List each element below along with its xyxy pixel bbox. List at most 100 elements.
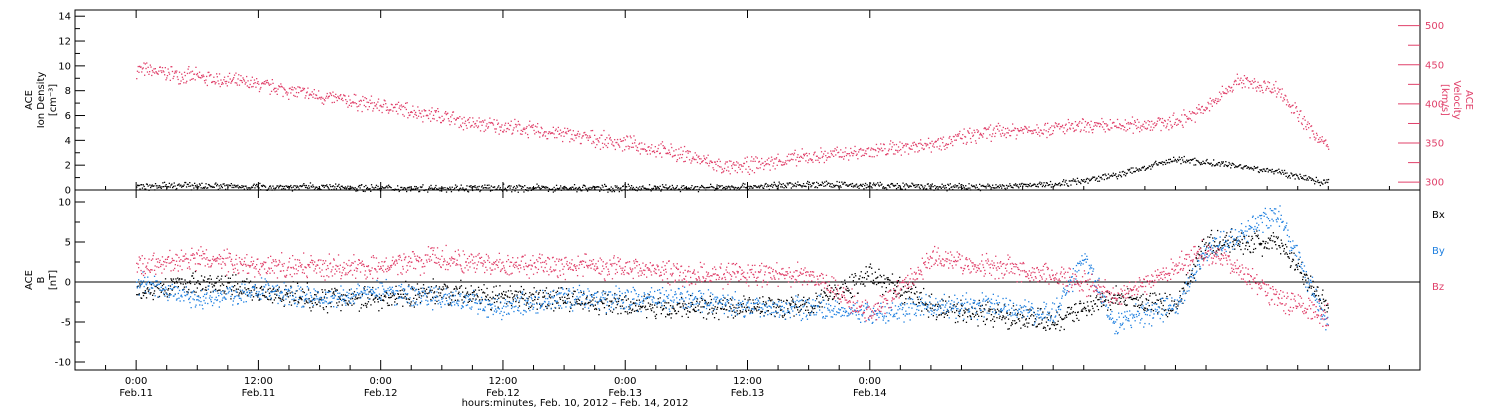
density-point <box>308 185 310 187</box>
velocity-point <box>1320 141 1322 143</box>
bx-point <box>727 302 730 304</box>
bx-point <box>672 305 674 307</box>
bx-point <box>518 301 520 304</box>
density-point <box>914 186 916 188</box>
bx-point <box>413 306 415 308</box>
bx-point <box>695 310 697 312</box>
velocity-point <box>813 152 815 154</box>
velocity-point <box>285 91 288 93</box>
velocity-point <box>1081 122 1083 124</box>
bx-point <box>1224 236 1226 238</box>
velocity-point <box>518 123 520 125</box>
density-point <box>508 185 510 187</box>
bx-point <box>1085 310 1087 312</box>
velocity-point <box>649 149 651 152</box>
velocity-point <box>1171 127 1173 129</box>
bx-point <box>295 299 297 301</box>
velocity-point <box>221 81 223 84</box>
bx-point <box>962 320 964 322</box>
bx-point <box>649 305 651 307</box>
bx-point <box>700 306 702 308</box>
velocity-point <box>640 148 642 150</box>
velocity-point <box>703 157 706 159</box>
density-point <box>153 185 155 187</box>
density-point <box>366 188 368 190</box>
bx-point <box>565 288 568 290</box>
bx-point <box>175 280 178 282</box>
velocity-point <box>977 130 980 132</box>
velocity-point <box>981 134 983 137</box>
density-point <box>1049 184 1051 186</box>
velocity-point <box>314 97 316 99</box>
velocity-point <box>977 131 979 133</box>
density-point <box>1132 167 1134 169</box>
bx-point <box>489 296 491 299</box>
bx-point <box>439 294 441 297</box>
density-point <box>546 187 548 189</box>
velocity-point <box>731 165 733 167</box>
velocity-point <box>579 133 581 135</box>
velocity-point <box>473 126 475 128</box>
bx-point <box>969 315 971 317</box>
density-point <box>194 185 197 187</box>
bx-point <box>712 313 714 315</box>
velocity-point <box>631 146 633 148</box>
bx-point <box>1214 241 1216 243</box>
density-point <box>476 188 478 190</box>
velocity-point <box>268 84 271 86</box>
velocity-point <box>317 98 319 100</box>
density-point <box>1032 184 1034 186</box>
bx-point <box>1022 324 1024 326</box>
bx-point <box>643 300 645 302</box>
velocity-point <box>319 96 321 99</box>
density-point <box>926 188 928 190</box>
velocity-point <box>869 155 871 158</box>
density-point <box>1195 159 1198 161</box>
bx-point <box>394 301 396 303</box>
density-point <box>949 183 951 185</box>
velocity-point <box>405 102 407 104</box>
density-point <box>1120 174 1122 177</box>
bx-point <box>1095 297 1097 299</box>
density-point <box>995 184 997 186</box>
velocity-point <box>554 137 556 139</box>
bx-point <box>426 296 428 298</box>
bx-point <box>1193 277 1196 279</box>
velocity-point <box>1131 123 1133 125</box>
velocity-point <box>896 149 898 152</box>
density-point <box>140 184 142 186</box>
density-point <box>1105 174 1107 177</box>
velocity-point <box>335 93 337 95</box>
density-point <box>574 187 576 190</box>
bx-point <box>948 311 950 313</box>
bx-point <box>779 309 782 311</box>
bx-point <box>861 276 864 279</box>
velocity-point <box>1223 92 1225 94</box>
bx-point <box>163 283 165 285</box>
velocity-point <box>1176 118 1179 120</box>
velocity-point <box>955 139 957 141</box>
velocity-point <box>812 161 814 163</box>
bx-point <box>810 305 812 307</box>
density-point <box>371 186 373 188</box>
velocity-point <box>293 94 295 97</box>
velocity-point <box>952 144 954 147</box>
bx-point <box>627 298 629 300</box>
velocity-point <box>1132 132 1134 134</box>
bx-point <box>965 308 967 310</box>
bx-point <box>464 296 466 298</box>
density-point <box>454 187 456 189</box>
velocity-point <box>801 148 803 150</box>
velocity-point <box>489 117 491 119</box>
velocity-point <box>1158 117 1160 119</box>
velocity-point <box>737 162 739 164</box>
velocity-point <box>641 142 643 144</box>
velocity-point <box>185 82 187 84</box>
density-point <box>414 185 416 188</box>
density-point <box>957 187 960 189</box>
velocity-point <box>885 154 887 156</box>
velocity-point <box>701 160 703 163</box>
bx-point <box>580 304 582 306</box>
bx-point <box>1048 328 1051 330</box>
bx-point <box>800 304 802 306</box>
